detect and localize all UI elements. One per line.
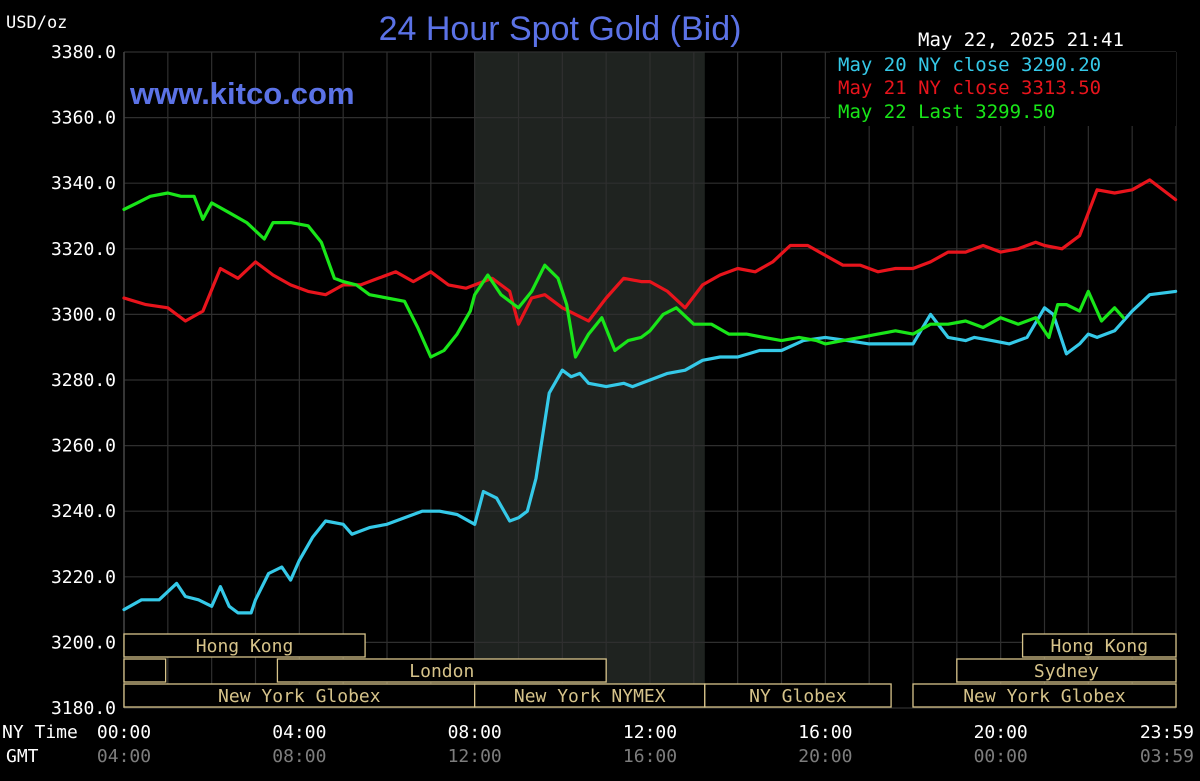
price-lines [122,178,1178,615]
session-hong-kong-late-label: Hong Kong [1051,636,1149,657]
y-tick-label: 3200.0 [51,632,116,653]
session-hong-kong-box [123,633,366,658]
session-ny-nymex-label: New York NYMEX [514,686,666,707]
y-axis-ticks: 3180.0 3200.0 3220.0 3240.0 3260.0 3280.0 3300… [51,42,116,719]
y-tick-label: 3380.0 [51,42,116,63]
y-tick-label: 3320.0 [51,239,116,260]
kitco-watermark: www.kitco.com [129,76,355,111]
session-blank-box [123,658,167,683]
legend: May 20 NY close 3290.20 May 21 NY close … [830,52,1176,126]
legend-item-may21: May 21 NY close 3313.50 [838,77,1101,99]
session-sydney-label: Sydney [1034,661,1099,682]
x-tick-label-gmt: 12:00 [448,746,502,767]
x-tick-label-gmt: 00:00 [974,746,1028,767]
x-tick-label-ny: 23:59 [1140,722,1194,743]
x-tick-label-ny: 12:00 [623,722,677,743]
y-axis-unit-label: USD/oz [6,13,67,33]
session-ny-globex-label: New York Globex [218,686,381,707]
x-tick-label-ny: 08:00 [448,722,502,743]
gmt-label: GMT [6,746,39,767]
x-axis-ticks: 00:00 04:00 08:00 12:00 16:00 20:00 23:59 04:00… [97,722,1194,767]
x-tick-label-gmt: 04:00 [97,746,151,767]
x-tick-label-gmt: 20:00 [798,746,852,767]
trading-sessions: Hong Kong Hong Kong London Sydney New York G… [123,633,1177,708]
legend-item-may22: May 22 Last 3299.50 [838,101,1055,123]
series-line-0 [122,289,1178,615]
y-tick-label: 3240.0 [51,501,116,522]
session-ny-globex-eve-box [912,683,1177,708]
legend-item-may20: May 20 NY close 3290.20 [838,54,1101,76]
session-london-box [276,658,607,683]
y-tick-label: 3220.0 [51,567,116,588]
x-tick-label-ny: 00:00 [97,722,151,743]
session-hong-kong-late-box [1021,633,1177,658]
timestamp: May 22, 2025 21:41 [918,29,1124,51]
x-tick-label-gmt: 03:59 [1140,746,1194,767]
y-tick-label: 3180.0 [51,698,116,719]
series-line-1 [122,178,1178,326]
x-tick-label-ny: 20:00 [974,722,1028,743]
y-tick-label: 3340.0 [51,173,116,194]
ny-time-label: NY Time [2,722,78,743]
series-line-2 [122,191,1126,359]
session-ny-globex-pm-label: NY Globex [749,686,847,707]
session-sydney-box [956,658,1177,683]
session-london-label: London [409,661,474,682]
y-tick-label: 3360.0 [51,108,116,129]
x-tick-label-ny: 16:00 [798,722,852,743]
x-tick-label-gmt: 16:00 [623,746,677,767]
x-tick-label-ny: 04:00 [272,722,326,743]
legend-box [830,52,1176,126]
x-tick-label-gmt: 08:00 [272,746,326,767]
y-tick-label: 3300.0 [51,304,116,325]
y-tick-label: 3280.0 [51,370,116,391]
session-ny-globex-pm-box [704,683,892,708]
y-tick-label: 3260.0 [51,436,116,457]
session-ny-globex-eve-label: New York Globex [963,686,1126,707]
chart-title: 24 Hour Spot Gold (Bid) [379,10,742,48]
session-hong-kong-label: Hong Kong [196,636,294,657]
